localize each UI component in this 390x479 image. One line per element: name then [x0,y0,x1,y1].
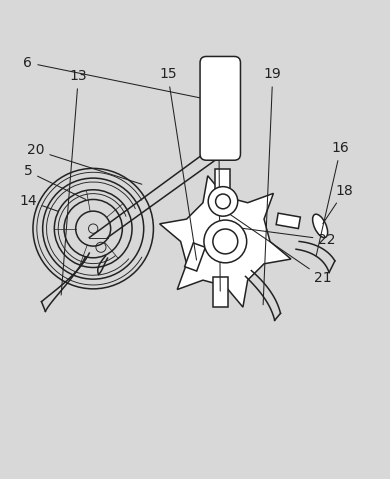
Text: 20: 20 [27,143,142,184]
Text: 17: 17 [209,68,227,291]
Text: 6: 6 [23,56,206,99]
Polygon shape [276,213,300,228]
Circle shape [216,194,230,209]
Polygon shape [215,169,230,198]
Text: 19: 19 [263,68,282,305]
Text: 5: 5 [23,164,86,199]
FancyBboxPatch shape [200,57,241,160]
Text: 14: 14 [19,194,58,211]
Circle shape [213,229,238,254]
Circle shape [204,220,247,263]
Polygon shape [213,277,228,307]
Text: 15: 15 [159,68,197,260]
Text: 21: 21 [227,212,332,285]
Text: 22: 22 [227,226,336,247]
Text: 18: 18 [323,184,353,224]
Text: 16: 16 [316,141,349,256]
Polygon shape [184,243,206,271]
Ellipse shape [313,214,328,238]
Circle shape [208,187,238,216]
Polygon shape [160,176,291,307]
Text: 13: 13 [61,69,87,295]
